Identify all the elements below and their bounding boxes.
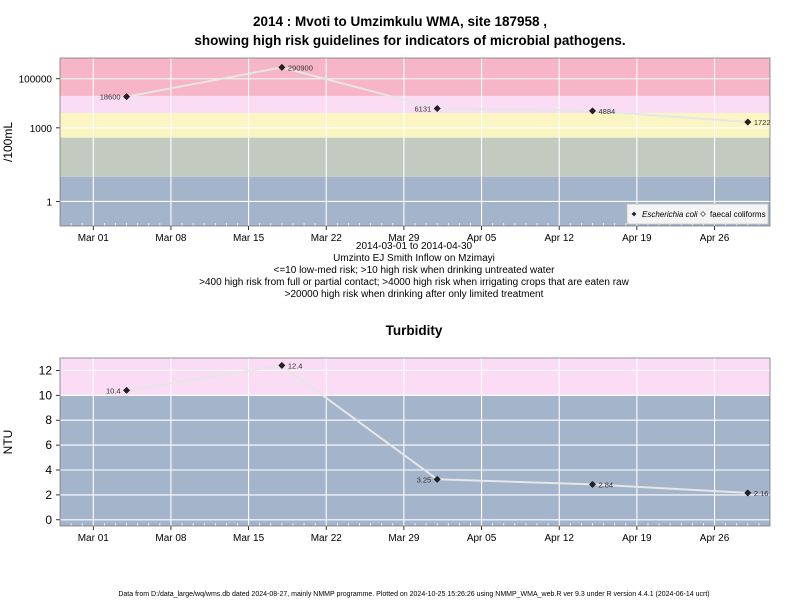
chart2-data-label: 10.4 (106, 386, 121, 395)
chart2-x-tick-label: Mar 01 (78, 533, 110, 544)
chart2-data-point (588, 480, 597, 488)
chart2-title: Turbidity (386, 323, 443, 338)
chart1-title-line2: showing high risk guidelines for indicat… (194, 33, 625, 48)
chart1-title: 2014 : Mvoti to Umzimkulu WMA, site 1879… (253, 14, 547, 29)
chart1-x-tick-label: Apr 05 (467, 233, 497, 244)
chart1-x-tick-label: Mar 08 (155, 233, 187, 244)
chart2-y-tick-label: 12 (39, 363, 53, 377)
chart2-data-label: 3.25 (417, 475, 432, 484)
chart1-x-tick-label: Mar 29 (388, 233, 420, 244)
chart1-data-point (278, 63, 286, 71)
chart2-plot-border (59, 357, 771, 527)
chart2-y-tick-label: 6 (45, 438, 52, 452)
chart2-y-tick-label: 10 (39, 388, 53, 402)
chart2-y-tick-label: 0 (45, 513, 52, 527)
chart2-x-tick-label: Mar 22 (311, 533, 343, 544)
chart1-subtitle-line-5: >20000 high risk when drinking after onl… (285, 289, 544, 300)
chart1-x-tick-label: Mar 15 (233, 233, 265, 244)
chart1-data-point (588, 107, 597, 115)
chart2-x-tick-label: Apr 05 (467, 533, 497, 544)
chart1-subtitle-line-3: <=10 low-med risk; >10 high risk when dr… (274, 265, 556, 276)
chart1-y-tick-label: 100000 (19, 75, 53, 86)
chart1-data-label: 6131 (415, 104, 432, 113)
chart1-plot-border (59, 57, 771, 227)
chart2-y-tick-label: 4 (45, 463, 52, 477)
chart1-y-axis-title: /100mL (1, 122, 15, 162)
chart1-plot-area: Mar 01 Mar 08 Mar 15 Mar 22 Mar 29 Apr 05 Apr … (1, 57, 771, 244)
chart2-data-point (433, 475, 441, 483)
chart2-y-axis-title: NTU (1, 430, 15, 455)
chart2-data-label: 12.4 (288, 361, 303, 370)
chart1-data-label: 18600 (100, 93, 121, 102)
chart2-x-tick-label: Apr 19 (622, 533, 652, 544)
chart1-subtitle-line-2: Umzinto EJ Smith Inflow on Mzimayi (333, 253, 495, 264)
footer-note: Data from D:/data_large/wq/wms.db dated … (118, 591, 709, 598)
legend-box (626, 203, 769, 225)
legend-marker-open-diamond (700, 211, 706, 217)
chart1-x-tick-label: Apr 19 (622, 233, 652, 244)
chart2-data-label: 2.16 (754, 489, 769, 498)
chart2-x-tick-label: Mar 15 (233, 533, 265, 544)
chart1-legend: Escherichia coli faecal coliforms (626, 203, 769, 225)
chart1-risk-band (60, 113, 770, 138)
legend-label: faecal coliforms (710, 210, 766, 219)
chart1-x-tick-label: Apr 26 (700, 233, 730, 244)
chart1-y-tick-label: 1 (46, 197, 52, 208)
chart2-x-tick-label: Mar 08 (155, 533, 187, 544)
chart2-y-tick-label: 2 (45, 488, 52, 502)
chart2-y-tick-label: 8 (45, 413, 52, 427)
chart1-data-label: 4884 (599, 107, 616, 116)
chart2-x-tick-label: Apr 26 (700, 533, 730, 544)
chart2-risk-band (60, 395, 770, 526)
chart2-data-point (744, 489, 752, 497)
chart1-x-tick-label: Apr 12 (544, 233, 574, 244)
chart1-x-tick-label: Mar 22 (311, 233, 343, 244)
chart1-subtitle-line-4: >400 high risk from full or partial cont… (199, 277, 629, 288)
chart2-data-point (278, 361, 286, 370)
chart1-data-label: 290900 (288, 63, 313, 72)
chart1-subtitle-line-1: 2014-03-01 to 2014-04-30 (356, 241, 473, 252)
chart1-x-tick-label: Mar 01 (78, 233, 110, 244)
chart2-x-tick-label: Mar 29 (388, 533, 420, 544)
chart1-risk-band (60, 58, 770, 96)
chart2-data-point (123, 386, 131, 394)
chart1-data-label: 1722 (754, 118, 771, 127)
chart1-data-point (123, 93, 131, 101)
chart2-plot-area: Mar 01 Mar 08 Mar 15 Mar 22 Mar 29 Apr 05 Apr … (1, 357, 771, 544)
chart2-x-tick-label: Apr 12 (544, 533, 574, 544)
chart1-y-tick-label: 1000 (30, 124, 53, 135)
chart1-data-point (744, 118, 752, 126)
legend-marker-filled-diamond (631, 211, 637, 217)
legend-label: Escherichia coli (642, 210, 698, 219)
chart2-data-label: 2.84 (599, 480, 614, 489)
chart2-risk-band (60, 358, 770, 396)
chart1-risk-band (60, 137, 770, 177)
chart1-data-point (433, 104, 441, 113)
